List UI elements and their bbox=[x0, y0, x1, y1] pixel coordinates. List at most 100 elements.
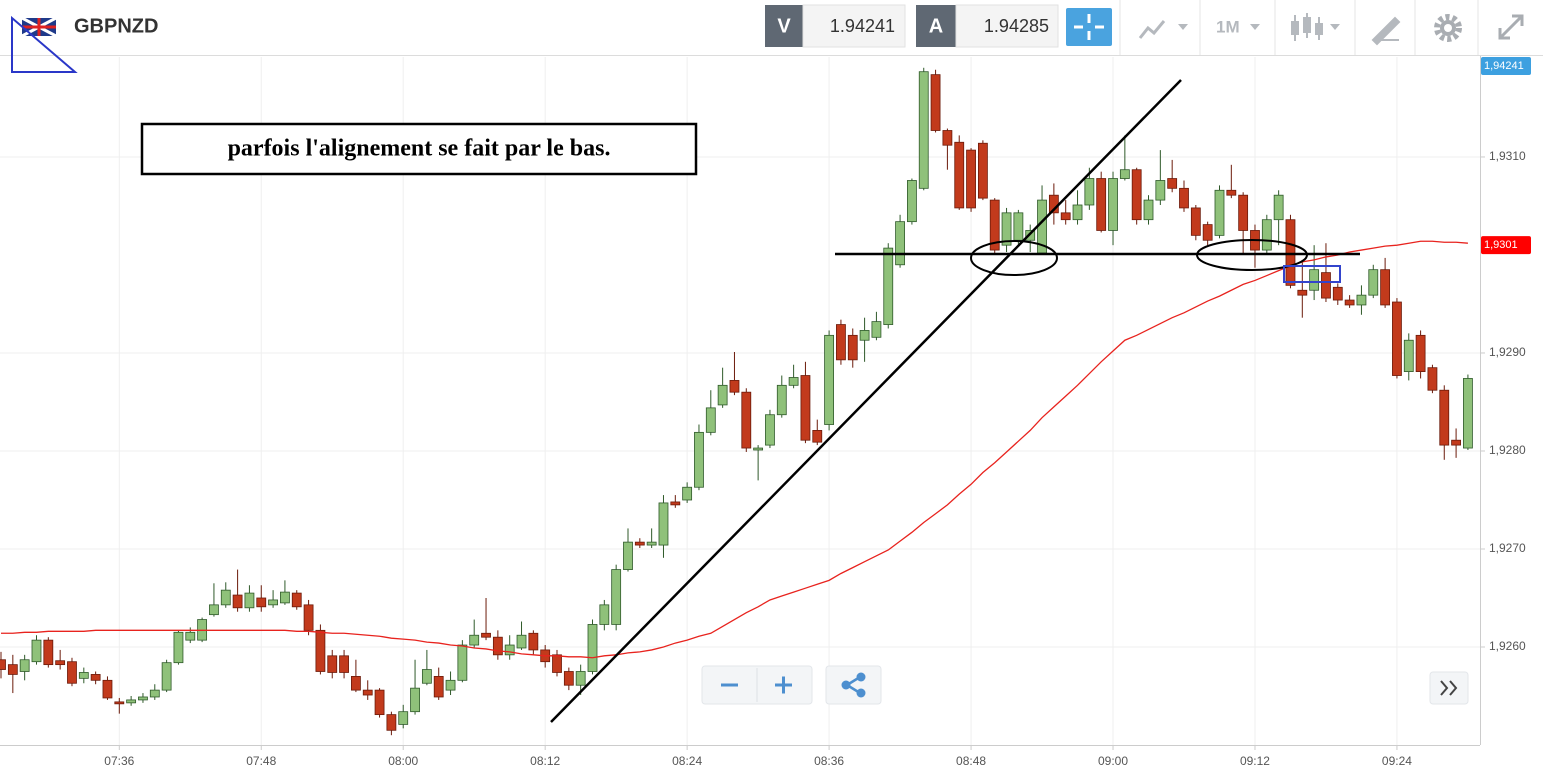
candle-body bbox=[599, 604, 610, 625]
y-tick-label: 1,9280 bbox=[1489, 443, 1526, 457]
x-tick-label: 09:12 bbox=[1240, 754, 1270, 768]
candle-body bbox=[859, 330, 870, 341]
timeframe[interactable]: 1M bbox=[1216, 17, 1240, 36]
candle-body bbox=[1368, 269, 1379, 296]
candle-body bbox=[1108, 178, 1118, 231]
x-tick-label: 08:12 bbox=[530, 754, 560, 768]
candle-body bbox=[445, 679, 456, 691]
fullscreen-button[interactable] bbox=[1498, 14, 1524, 40]
candle-body bbox=[398, 711, 409, 725]
annotation: parfois l'alignement se fait par le bas. bbox=[228, 136, 611, 162]
candle-body bbox=[43, 639, 54, 666]
candle-body bbox=[268, 599, 278, 606]
candle-body bbox=[1202, 224, 1213, 241]
candle-body bbox=[717, 384, 728, 406]
ask-value[interactable]: 1.94285 bbox=[984, 16, 1049, 36]
crosshair-button[interactable] bbox=[1066, 8, 1112, 46]
bid-box[interactable] bbox=[802, 4, 906, 48]
candle-body bbox=[1356, 294, 1367, 306]
y-tick-label: 1,9270 bbox=[1489, 541, 1526, 555]
ask-label[interactable]: A bbox=[929, 15, 943, 37]
candle-body bbox=[1451, 439, 1461, 446]
candle-body bbox=[173, 631, 184, 664]
candle-body bbox=[138, 696, 148, 701]
candle-body bbox=[977, 142, 988, 199]
price-tag-label: 1,94241 bbox=[1484, 60, 1524, 72]
candle-body bbox=[1155, 180, 1166, 201]
candle-body bbox=[552, 654, 562, 673]
candle-body bbox=[1072, 204, 1083, 221]
ask-label-box[interactable] bbox=[916, 5, 956, 47]
settings-button[interactable] bbox=[1434, 14, 1462, 42]
scroll-end-button[interactable] bbox=[1429, 671, 1469, 705]
candle-body bbox=[1013, 212, 1024, 241]
candle-body bbox=[232, 594, 243, 609]
candle-body bbox=[682, 486, 693, 501]
candle-body bbox=[1143, 199, 1154, 221]
x-tick-label: 09:00 bbox=[1098, 754, 1128, 768]
candle-body bbox=[386, 714, 397, 731]
candle-body bbox=[126, 699, 137, 704]
candle-body bbox=[55, 660, 66, 666]
candle-body bbox=[1119, 169, 1130, 179]
candle-body bbox=[1060, 212, 1071, 221]
y-tick-label: 1,9260 bbox=[1489, 639, 1526, 653]
x-tick-label: 08:00 bbox=[388, 754, 418, 768]
candle-body bbox=[457, 644, 468, 681]
moving-average bbox=[1, 240, 1468, 659]
chart-type-button[interactable] bbox=[1138, 20, 1188, 39]
price-tag bbox=[1481, 57, 1531, 75]
candle-body bbox=[327, 655, 338, 673]
candle-body bbox=[741, 391, 752, 449]
candle-body bbox=[421, 669, 432, 684]
share-button[interactable] bbox=[825, 665, 882, 705]
candle-body bbox=[102, 679, 113, 699]
candle-body bbox=[1190, 207, 1201, 236]
candle-body bbox=[658, 502, 669, 546]
candle-body bbox=[1321, 272, 1331, 299]
candle-body bbox=[280, 591, 290, 604]
bid-label-box[interactable] bbox=[765, 5, 803, 47]
zoom-in-button[interactable] bbox=[775, 676, 792, 694]
candle-body bbox=[694, 431, 704, 488]
candle-body bbox=[800, 375, 811, 441]
candle-body bbox=[788, 377, 799, 386]
candle-body bbox=[918, 71, 929, 189]
candle-body bbox=[1332, 286, 1343, 301]
candle-body bbox=[315, 629, 326, 672]
timeframe-arrow[interactable] bbox=[1250, 24, 1260, 30]
flag bbox=[21, 16, 57, 38]
candle-style-button[interactable] bbox=[1291, 13, 1340, 41]
candle-body bbox=[611, 569, 622, 625]
candle-body bbox=[930, 74, 941, 131]
candle-body bbox=[114, 701, 125, 705]
candle-body bbox=[1238, 194, 1249, 231]
draw-tool-button[interactable] bbox=[1371, 16, 1401, 46]
candle-body bbox=[942, 130, 953, 146]
candle-body bbox=[7, 664, 18, 675]
candle-body bbox=[90, 674, 101, 681]
candle-body bbox=[753, 447, 764, 451]
candle-body bbox=[634, 541, 645, 546]
candle-body bbox=[256, 597, 267, 608]
y-tick-label: 1,9310 bbox=[1489, 149, 1526, 163]
candle-body bbox=[1001, 212, 1012, 246]
bid-label[interactable]: V bbox=[777, 15, 791, 37]
candle-body bbox=[1463, 378, 1473, 449]
candle-body bbox=[895, 221, 905, 266]
ask-box[interactable] bbox=[955, 4, 1059, 48]
ellipse bbox=[1196, 239, 1308, 271]
candle-body bbox=[303, 604, 314, 631]
candle-body bbox=[185, 631, 196, 641]
candle-body bbox=[646, 541, 657, 546]
annotation-box bbox=[140, 122, 698, 176]
bid-value[interactable]: 1.94241 bbox=[830, 16, 895, 36]
drawing-triangle bbox=[11, 15, 78, 73]
zoom-controls bbox=[701, 665, 1469, 705]
candle-body bbox=[504, 644, 515, 656]
candle-body bbox=[575, 671, 586, 686]
candle-body bbox=[410, 687, 420, 713]
candle-body bbox=[220, 589, 231, 606]
